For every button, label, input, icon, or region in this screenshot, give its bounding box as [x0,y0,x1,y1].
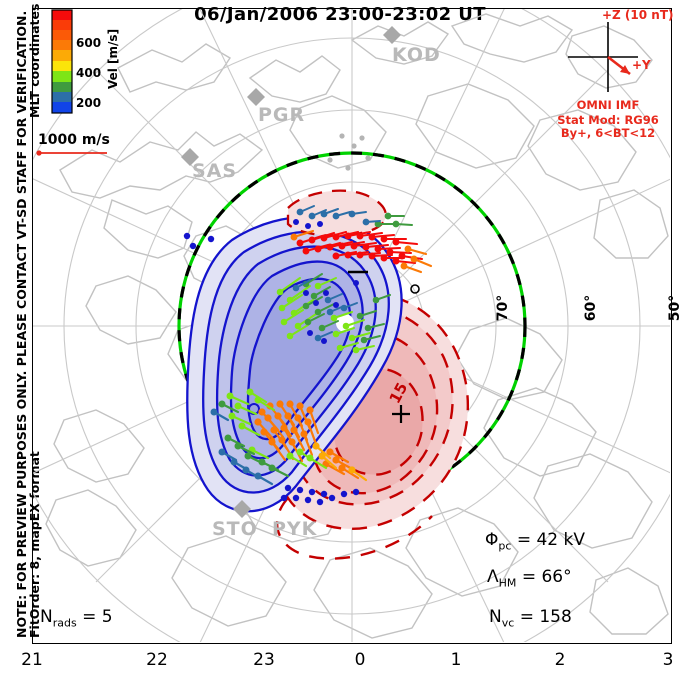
mlt-tick-22: 22 [146,650,168,670]
colorbar-tick-600: 600 [76,36,102,50]
lat-label-50: 50° [667,294,680,322]
imf-source-label: OMNI IMF [576,98,640,112]
stat-n-rads-sub: rads [52,616,77,630]
stat-n-vc: Nvc = 158 [489,607,572,629]
colorbar-tick-200: 200 [76,96,102,110]
radar-label-pgr: PGR [258,104,306,126]
colorbar [51,9,73,114]
velocity-vectors [183,133,433,506]
radar-station-markers [181,26,401,518]
imf-z-label: +Z (10 nT) [602,8,674,22]
mlt-tick-3: 3 [662,650,674,670]
stat-lambda-hm-value: = 66° [521,567,572,587]
lat-label-70: 70° [495,294,512,322]
stat-phi-pc-sub: pc [498,539,512,553]
mlt-tick-21: 21 [21,650,43,670]
colorbar-unit-label: Vel [m/s] [106,28,120,89]
imf-y-label: +Y [632,58,651,72]
mlt-tick-0: 0 [354,650,366,670]
low-velocity-dots [280,484,360,506]
imf-stat-model: Stat Mod: RG96 [557,113,659,127]
stat-lambda-hm: ΛHM = 66° [487,567,572,589]
stat-n-rads-value: = 5 [82,607,113,627]
stat-lambda-hm-sub: HM [498,576,517,590]
mlt-tick-23: 23 [253,650,275,670]
stat-n-vc-symbol: N [489,607,502,627]
radar-label-pyk: PYK [272,518,318,540]
stat-n-rads: Nrads = 5 [40,607,113,629]
sparse-scatter-dots [327,133,371,171]
imf-clock-dial [568,22,638,92]
stat-lambda-hm-symbol: Λ [487,567,499,587]
stat-phi-pc: Φpc = 42 kV [485,530,585,552]
stat-phi-pc-value: = 42 kV [516,530,585,550]
imf-conditions: By+, 6<BT<12 [560,126,656,140]
stat-n-vc-value: = 158 [519,607,572,627]
radar-label-sas: SAS [192,160,238,182]
velocity-scale-label: 1000 m/s [38,132,110,148]
radar-label-kod: KOD [392,44,441,66]
radar-label-sto: STO [212,518,258,540]
page-title: 06/Jan/2006 23:00-23:02 UT [194,4,486,25]
mlt-tick-2: 2 [554,650,566,670]
stat-n-rads-symbol: N [40,607,53,627]
colorbar-tick-400: 400 [76,66,102,80]
lat-label-60: 60° [583,294,600,322]
stat-phi-pc-symbol: Φ [485,530,499,550]
velocity-scale-arrow [36,150,107,156]
stat-n-vc-sub: vc [501,616,515,630]
mlt-tick-1: 1 [450,650,462,670]
